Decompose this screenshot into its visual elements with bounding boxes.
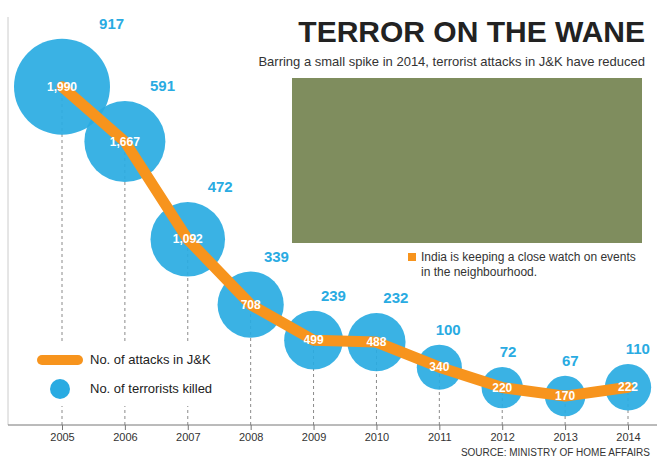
- attack-label: 222: [618, 380, 638, 394]
- attack-label: 1,092: [173, 232, 203, 246]
- x-tick: 2014: [616, 425, 640, 443]
- attack-label: 499: [304, 333, 324, 347]
- x-tick-mark: [188, 425, 189, 430]
- killed-label: 110: [626, 340, 650, 357]
- x-tick: 2010: [365, 425, 389, 443]
- x-tick: 2005: [50, 425, 74, 443]
- y-axis-line: [8, 17, 9, 425]
- x-tick: 2007: [176, 425, 200, 443]
- x-tick-mark: [251, 425, 252, 430]
- x-axis: 2005 2006 2007 2008 2009 2010 2011 2012 2013 2014: [8, 425, 657, 443]
- x-tick: 2011: [428, 425, 452, 443]
- x-tick-mark: [314, 425, 315, 430]
- legend-background: [28, 344, 222, 406]
- x-tick-label: 2006: [113, 431, 137, 443]
- x-tick-mark: [439, 425, 440, 430]
- plot-area: [14, 39, 651, 425]
- killed-label: 100: [436, 321, 461, 338]
- legend-label: No. of attacks in J&K: [90, 352, 211, 367]
- legend: No. of attacks in J&K No. of terrorists k…: [28, 344, 222, 406]
- caption: India is keeping a close watch on events…: [421, 250, 636, 279]
- subtitle: Barring a small spike in 2014, terrorist…: [258, 54, 645, 69]
- x-tick: 2012: [490, 425, 514, 443]
- x-tick-label: 2014: [616, 431, 640, 443]
- x-tick-label: 2007: [176, 431, 200, 443]
- x-tick-mark: [376, 425, 377, 430]
- x-tick: 2006: [113, 425, 137, 443]
- killed-label: 72: [500, 343, 517, 360]
- x-tick-label: 2005: [50, 431, 74, 443]
- attack-label: 1,990: [47, 80, 77, 94]
- attack-label: 708: [241, 298, 261, 312]
- attack-label: 220: [492, 381, 512, 395]
- killed-label: 339: [264, 248, 289, 265]
- legend-label: No. of terrorists killed: [90, 381, 212, 396]
- x-tick-mark: [628, 425, 629, 430]
- caption-bullet: [408, 253, 416, 261]
- x-tick: 2008: [239, 425, 263, 443]
- chart: 1,990 1,667 1,092 708 499 488 340 220 170 222 917 5…: [0, 0, 665, 463]
- attack-label: 170: [555, 389, 575, 403]
- x-tick-label: 2010: [365, 431, 389, 443]
- x-tick-mark: [62, 425, 63, 430]
- x-axis-line: [8, 425, 657, 426]
- source: SOURCE: MINISTRY OF HOME AFFAIRS: [461, 447, 650, 458]
- legend-line-swatch: [42, 355, 78, 365]
- killed-label: 472: [208, 178, 233, 195]
- x-tick-label: 2012: [490, 431, 514, 443]
- attack-label: 340: [429, 360, 449, 374]
- x-tick-mark: [125, 425, 126, 430]
- killed-label: 67: [562, 352, 579, 369]
- x-tick-mark: [565, 425, 566, 430]
- x-tick-label: 2008: [239, 431, 263, 443]
- killed-label: 917: [99, 15, 124, 32]
- title: TERROR ON THE WANE: [298, 15, 645, 48]
- attack-label: 488: [366, 335, 386, 349]
- x-tick-label: 2011: [428, 431, 452, 443]
- x-tick-mark: [502, 425, 503, 430]
- x-tick: 2009: [302, 425, 326, 443]
- killed-label: 232: [383, 289, 408, 306]
- killed-label: 239: [321, 287, 346, 304]
- killed-label: 591: [150, 77, 175, 94]
- attack-label: 1,667: [110, 135, 140, 149]
- x-tick-label: 2013: [553, 431, 577, 443]
- x-tick: 2013: [553, 425, 577, 443]
- x-tick-label: 2009: [302, 431, 326, 443]
- photo: [292, 78, 642, 243]
- legend-circle-swatch: [50, 379, 70, 399]
